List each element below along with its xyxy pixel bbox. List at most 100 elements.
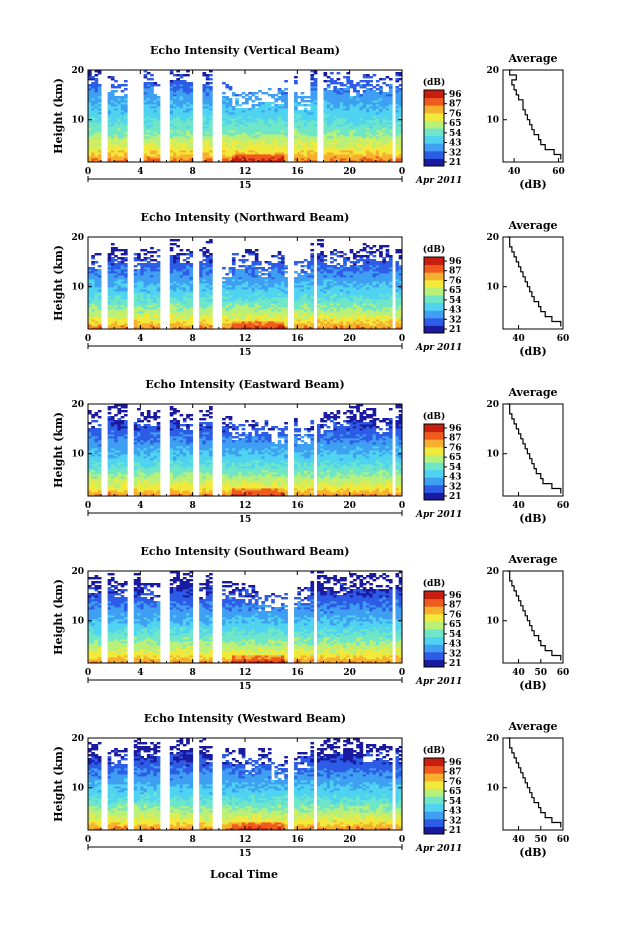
heatmap-cell [117,110,122,113]
heatmap-cell [114,100,118,103]
heatmap-cell [267,122,272,125]
heatmap-cell [156,112,161,115]
heatmap-cell [114,138,118,141]
heatmap-cell [189,106,194,109]
heatmap-cell [251,114,256,117]
heatmap-cell [150,94,154,97]
heatmap-cell [169,92,174,95]
heatmap-cell [91,138,95,141]
heatmap-cell [254,152,259,155]
heatmap-cell [231,106,236,109]
heatmap-cell [189,86,194,89]
heatmap-cell [117,152,122,155]
heatmap-cell [251,150,256,153]
heatmap-cell [313,154,318,157]
heatmap-cell [284,156,288,159]
heatmap-cell [385,92,390,95]
heatmap-cell [349,156,354,159]
heatmap-cell [326,120,331,123]
heatmap-cell [107,152,112,155]
heatmap-cell [209,122,213,125]
heatmap-cell [307,100,311,103]
heatmap-cell [153,94,158,97]
heatmap-cell [107,104,112,107]
heatmap-cell [123,140,128,143]
heatmap-cell [225,277,230,280]
heatmap-cell [146,88,151,91]
heatmap-cell [356,154,360,157]
heatmap-cell [251,126,256,129]
heatmap-cell [326,122,331,125]
heatmap-cell [349,104,354,107]
heatmap-cell [186,132,190,135]
heatmap-cell [343,142,347,145]
heatmap-cell [284,122,288,125]
heatmap-cell [176,154,180,157]
heatmap-cell [222,82,226,85]
heatmap-cell [294,146,298,149]
heatmap-cell [120,124,125,127]
heatmap-cell [300,140,305,143]
heatmap-cell [303,146,308,149]
heatmap-cell [248,118,252,121]
heatmap-cell [254,92,259,95]
heatmap-cell [330,78,334,81]
heatmap-cell [209,82,213,85]
heatmap-cell [261,120,266,123]
heatmap-cell [280,104,285,107]
heatmap-cell [339,130,344,133]
heatmap-cell [202,104,207,107]
heatmap-cell [146,152,151,155]
heatmap-cell [88,154,92,157]
heatmap-cell [346,88,351,91]
heatmap-cell [209,106,213,109]
heatmap-cell [117,86,122,89]
heatmap-cell [264,92,269,95]
heatmap-cell [261,277,266,280]
heatmap-cell [179,140,184,143]
heatmap-cell [173,148,177,151]
heatmap-cell [156,140,161,143]
heatmap-cell [117,114,122,117]
heatmap-cell [294,108,298,111]
heatmap-cell [300,138,305,141]
heatmap-cell [231,124,236,127]
heatmap-cell [143,120,148,123]
heatmap-cell [146,134,151,137]
heatmap-cell [153,116,158,119]
heatmap-cell [310,160,315,163]
heatmap-cell [323,140,328,143]
heatmap-cell [189,110,194,113]
heatmap-cell [186,108,190,111]
heatmap-cell [248,112,252,115]
heatmap-cell [123,249,128,252]
heatmap-cell [330,104,334,107]
heatmap-cell [117,257,122,260]
heatmap-cell [156,108,161,111]
heatmap-cell [261,130,266,133]
heatmap-cell [326,152,331,155]
heatmap-cell [225,158,230,161]
heatmap-cell [284,154,288,157]
heatmap-cell [313,88,318,91]
heatmap-cell [91,146,95,149]
heatmap-cell [261,146,266,149]
heatmap-cell [277,138,282,141]
heatmap-cell [251,112,256,115]
heatmap-cell [356,130,360,133]
heatmap-cell [271,138,275,141]
heatmap-cell [153,148,158,151]
heatmap-cell [88,128,92,131]
x-axis-label: Local Time [210,868,278,881]
heatmap-cell [303,134,308,137]
heatmap-cell [189,263,194,266]
heatmap-cell [310,124,315,127]
heatmap-cell [169,112,174,115]
heatmap-cell [261,140,266,143]
heatmap-cell [209,150,213,153]
heatmap-cell [300,92,305,95]
heatmap-cell [294,112,298,115]
heatmap-cell [248,140,252,143]
heatmap-cell [336,118,341,121]
heatmap-cell [339,144,344,147]
